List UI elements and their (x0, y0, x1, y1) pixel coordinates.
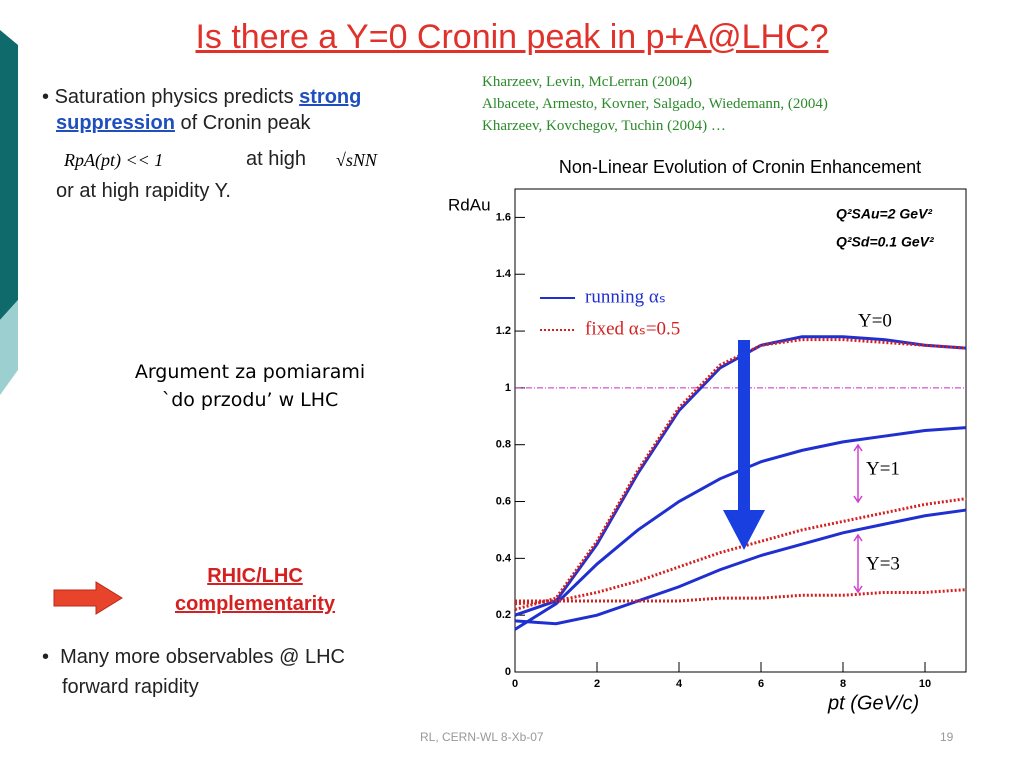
text: `do przodu’ w LHC (161, 389, 339, 411)
y-axis-label: RdAu (448, 195, 491, 214)
y-tick-label: 0.4 (496, 552, 512, 564)
bullet: • Saturation physics predicts strong (42, 86, 362, 108)
text: RHIC/LHC (207, 565, 303, 587)
series-line (514, 508, 967, 626)
reference: Kharzeev, Levin, McLerran (2004) (482, 74, 693, 90)
x-tick-label: 4 (676, 678, 683, 690)
formula: √sNN (336, 150, 377, 170)
text: at high (246, 148, 307, 170)
arrow (723, 340, 765, 550)
chart-title: Non-Linear Evolution of Cronin Enhanceme… (559, 157, 921, 177)
x-tick-label: 8 (840, 678, 846, 690)
y-tick-label: 1.6 (496, 211, 511, 223)
y-tick-label: 1.2 (496, 325, 511, 337)
reference: Kharzeev, Kovchegov, Tuchin (2004) … (482, 118, 726, 134)
annotation: Y=3 (866, 553, 900, 574)
page-number: 19 (940, 730, 954, 744)
x-axis-label: pt (GeV/c) (827, 692, 919, 714)
text: suppression (56, 112, 175, 134)
reference: Albacete, Armesto, Kovner, Salgado, Wied… (482, 96, 828, 112)
series-line (514, 338, 967, 611)
text: complementarity (174, 593, 336, 615)
argument: Argument za pomiarami `do przodu’ w LHC (60, 358, 440, 414)
bullet: • Many more observables @ LHC (42, 646, 345, 668)
x-tick-label: 2 (594, 678, 600, 690)
complementarity: RHIC/LHC complementarity (140, 562, 370, 618)
y-tick-label: 0.8 (496, 439, 511, 451)
y-tick-label: 1 (505, 382, 511, 394)
text: or at high rapidity Y. (56, 180, 231, 202)
series-line (515, 588, 967, 603)
series-line (514, 497, 967, 606)
y-tick-label: 1.4 (496, 268, 512, 280)
slide-title: Is there a Y=0 Cronin peak in p+A@LHC? (195, 18, 829, 56)
y-tick-label: 0 (505, 666, 511, 678)
range-arrow (853, 533, 863, 594)
y-tick-label: 0.2 (496, 609, 511, 621)
y-tick-label: 0.6 (496, 495, 511, 507)
x-tick-label: 6 (758, 678, 764, 690)
text: forward rapidity (62, 676, 199, 698)
annotation: Q²Sd=0.1 GeV² (836, 234, 934, 250)
x-tick-label: 0 (512, 678, 518, 690)
formula: RpA(pt) << 1 (64, 150, 164, 170)
annotation: Y=1 (866, 458, 900, 479)
legend-label: running αₛ (585, 286, 666, 307)
range-arrow (853, 443, 863, 504)
annotation: Y=0 (858, 310, 892, 331)
text: Many more observables @ LHC (60, 646, 345, 668)
legend-label: fixed αₛ=0.5 (585, 318, 680, 339)
text: strong (299, 86, 362, 108)
plot-frame (514, 188, 967, 673)
annotation: Q²SAu=2 GeV² (836, 206, 932, 222)
arrow (53, 581, 123, 615)
text: Argument za pomiarami (134, 361, 366, 383)
footer: RL, CERN-WL 8-Xb-07 (420, 730, 544, 744)
x-tick-label: 10 (919, 678, 931, 690)
bullet-line: suppression of Cronin peak (56, 112, 311, 135)
text: Saturation physics predicts (54, 86, 300, 108)
text: of Cronin peak (174, 112, 311, 134)
decoration (0, 30, 18, 395)
